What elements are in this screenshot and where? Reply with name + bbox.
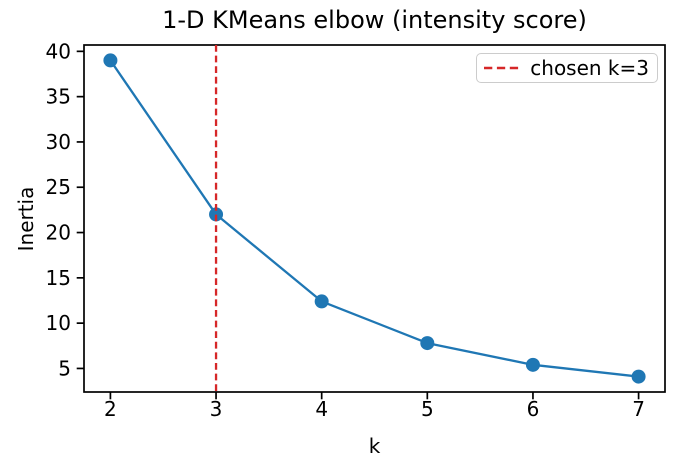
x-tick-label: 7 xyxy=(632,397,645,421)
y-axis-label: Inertia xyxy=(14,186,38,252)
inertia-line xyxy=(109,59,640,378)
data-point-marker xyxy=(314,294,329,309)
chart-title: 1-D KMeans elbow (intensity score) xyxy=(162,6,587,34)
data-point-marker xyxy=(420,336,435,351)
y-tick-label: 10 xyxy=(46,311,71,335)
x-tick-label: 3 xyxy=(210,397,223,421)
y-tick-label: 30 xyxy=(46,130,71,154)
x-tick-label: 4 xyxy=(315,397,328,421)
y-tick-label: 15 xyxy=(46,266,71,290)
legend-label: chosen k=3 xyxy=(530,56,649,80)
data-point-marker xyxy=(103,53,118,68)
legend-dashed-line-icon xyxy=(484,66,521,70)
y-tick-label: 5 xyxy=(58,356,71,380)
x-tick-label: 5 xyxy=(421,397,434,421)
data-point-marker xyxy=(525,357,540,372)
x-tick-label: 2 xyxy=(104,397,117,421)
x-axis-label: k xyxy=(368,434,381,458)
y-tick-label: 40 xyxy=(46,39,71,63)
y-tick-label: 25 xyxy=(46,175,71,199)
y-tick-label: 20 xyxy=(46,221,71,245)
axes-spines xyxy=(83,44,666,393)
data-point-marker xyxy=(209,207,224,222)
legend: chosen k=3 xyxy=(476,53,658,83)
x-tick-label: 6 xyxy=(527,397,540,421)
y-tick-label: 35 xyxy=(46,85,71,109)
data-point-marker xyxy=(631,369,646,384)
